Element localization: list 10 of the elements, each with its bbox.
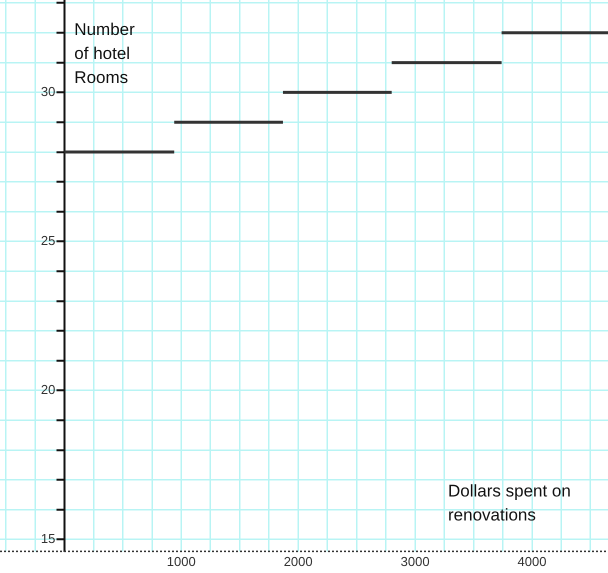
- x-tick-label: 2000: [284, 554, 313, 569]
- y-tick-label: 20: [40, 382, 56, 398]
- x-tick-label: 3000: [400, 554, 430, 569]
- x-tick-label: 4000: [518, 554, 546, 569]
- y-tick-label: 15: [40, 531, 56, 546]
- x-tick-label: 1000: [166, 554, 196, 569]
- y-tick-label: 30: [40, 84, 56, 99]
- y-axis-title: Number of hotel Rooms: [74, 20, 136, 88]
- x-axis-title: Dollars spent on renovations: [448, 482, 571, 525]
- y-tick-label: 25: [40, 233, 56, 248]
